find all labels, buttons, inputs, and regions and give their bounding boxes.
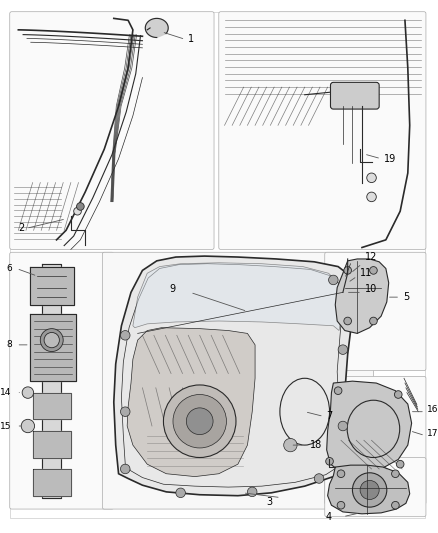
FancyBboxPatch shape: [325, 457, 426, 516]
FancyBboxPatch shape: [10, 12, 214, 249]
Circle shape: [22, 387, 34, 398]
Circle shape: [344, 266, 351, 274]
Text: 12: 12: [365, 252, 377, 262]
Circle shape: [353, 473, 387, 507]
Polygon shape: [42, 264, 61, 498]
Circle shape: [367, 192, 376, 201]
Circle shape: [344, 317, 351, 325]
Text: 10: 10: [365, 285, 377, 295]
Polygon shape: [127, 328, 255, 477]
Polygon shape: [30, 314, 76, 381]
Circle shape: [338, 345, 348, 354]
Circle shape: [337, 470, 345, 478]
Circle shape: [395, 391, 402, 398]
Circle shape: [247, 487, 257, 497]
Polygon shape: [145, 19, 168, 37]
Circle shape: [360, 480, 379, 499]
FancyBboxPatch shape: [102, 252, 374, 509]
Text: 19: 19: [384, 154, 396, 164]
Polygon shape: [114, 256, 354, 496]
FancyBboxPatch shape: [325, 252, 426, 370]
FancyBboxPatch shape: [331, 83, 379, 109]
FancyBboxPatch shape: [10, 252, 114, 509]
Text: 6: 6: [6, 264, 12, 273]
Circle shape: [21, 419, 35, 433]
Circle shape: [284, 439, 297, 452]
Circle shape: [392, 502, 399, 509]
Text: 7: 7: [327, 411, 333, 422]
Circle shape: [367, 173, 376, 183]
Text: 1: 1: [188, 35, 194, 44]
Polygon shape: [327, 381, 412, 474]
Text: 3: 3: [267, 497, 272, 507]
Polygon shape: [328, 465, 410, 514]
Polygon shape: [30, 266, 74, 305]
Circle shape: [338, 421, 348, 431]
Circle shape: [186, 408, 213, 434]
Circle shape: [74, 207, 81, 215]
Text: 17: 17: [427, 429, 438, 438]
Circle shape: [334, 387, 342, 394]
Circle shape: [77, 203, 84, 210]
Polygon shape: [335, 259, 389, 334]
Text: 9: 9: [169, 285, 175, 295]
Text: 11: 11: [360, 268, 372, 278]
Circle shape: [176, 488, 185, 498]
Circle shape: [396, 461, 404, 468]
Circle shape: [328, 275, 338, 285]
Text: 16: 16: [427, 405, 438, 414]
Circle shape: [314, 474, 324, 483]
Text: 8: 8: [6, 341, 12, 349]
Circle shape: [392, 470, 399, 478]
FancyBboxPatch shape: [219, 12, 426, 249]
Circle shape: [120, 330, 130, 340]
Circle shape: [326, 457, 333, 465]
Polygon shape: [33, 431, 71, 457]
Text: 18: 18: [310, 440, 322, 450]
Circle shape: [370, 266, 377, 274]
Text: 2: 2: [18, 223, 25, 233]
Polygon shape: [133, 263, 343, 330]
Text: 5: 5: [403, 292, 409, 302]
Circle shape: [120, 407, 130, 416]
Circle shape: [44, 333, 60, 348]
Polygon shape: [33, 469, 71, 496]
FancyBboxPatch shape: [325, 376, 426, 504]
Text: 4: 4: [325, 512, 332, 522]
Circle shape: [337, 502, 345, 509]
Circle shape: [173, 394, 226, 448]
Circle shape: [163, 385, 236, 457]
Text: 14: 14: [0, 388, 12, 397]
Text: 15: 15: [0, 422, 12, 431]
Polygon shape: [33, 393, 71, 419]
Circle shape: [40, 329, 63, 352]
Circle shape: [370, 317, 377, 325]
Circle shape: [120, 464, 130, 474]
